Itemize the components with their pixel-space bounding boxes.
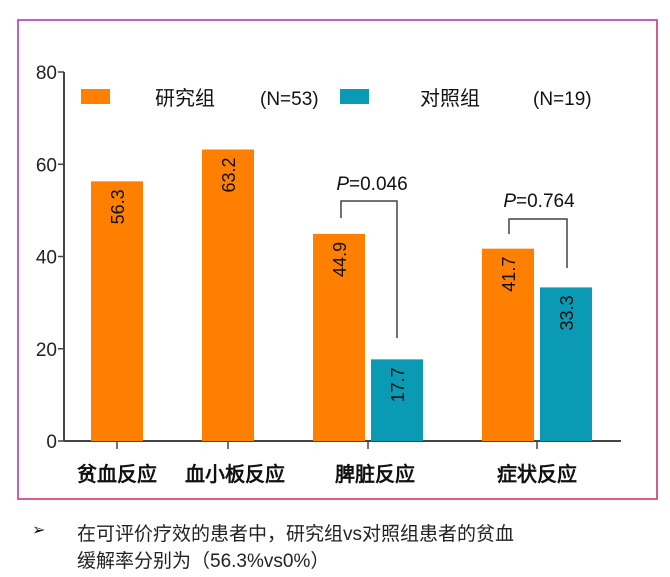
data-label: 17.7 xyxy=(388,367,408,402)
data-label: 41.7 xyxy=(499,257,519,292)
legend-n-label: (N=53) xyxy=(260,89,319,110)
data-label: 63.2 xyxy=(219,157,239,192)
bullet-icon: ➢ xyxy=(32,522,46,539)
x-tick-label: 脾脏反应 xyxy=(335,462,415,486)
legend-label: 研究组 xyxy=(155,87,215,110)
bar xyxy=(371,359,423,441)
legend-n-label: (N=19) xyxy=(533,89,592,110)
bar xyxy=(313,233,365,441)
data-label: 33.3 xyxy=(557,295,577,330)
p-value-label: P=0.046 xyxy=(336,174,407,195)
x-tick-label: 症状反应 xyxy=(497,462,577,486)
note-line-2: 缓解率分别为（56.3%vs0%） xyxy=(77,551,330,572)
p-value-bracket xyxy=(340,200,398,338)
x-tick-label: 贫血反应 xyxy=(77,462,157,486)
bar xyxy=(202,149,254,442)
data-label: 44.9 xyxy=(330,242,350,277)
legend-swatch xyxy=(81,89,110,104)
y-tick-label: 60 xyxy=(36,155,57,176)
p-value-label: P=0.764 xyxy=(503,191,575,212)
data-label: 56.3 xyxy=(108,189,128,224)
y-tick-label: 20 xyxy=(36,340,57,361)
note-line-1: 在可评价疗效的患者中，研究组vs对照组患者的贫血 xyxy=(77,524,515,545)
y-tick-label: 40 xyxy=(36,248,57,269)
y-tick-label: 0 xyxy=(46,432,57,453)
legend-label: 对照组 xyxy=(420,87,480,110)
y-tick-label: 80 xyxy=(36,63,57,84)
bar xyxy=(540,287,592,441)
p-value-bracket xyxy=(508,218,568,268)
bar xyxy=(91,181,143,441)
legend-swatch xyxy=(340,89,369,104)
x-tick-label: 血小板反应 xyxy=(185,462,285,486)
chart-frame xyxy=(17,19,658,500)
bar xyxy=(482,248,534,441)
